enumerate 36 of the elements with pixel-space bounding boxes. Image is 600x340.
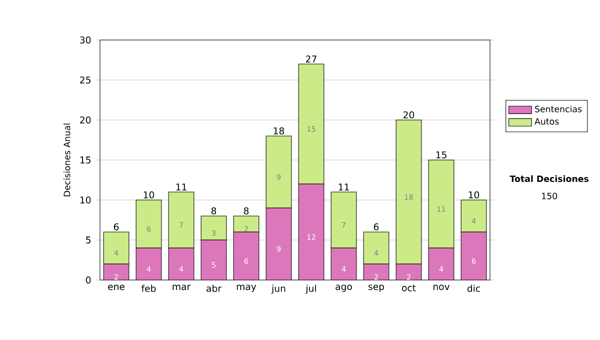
x-tick-label: ene bbox=[108, 284, 124, 290]
total-label: 8 bbox=[244, 207, 249, 214]
total-label: 10 bbox=[144, 191, 154, 198]
x-tick-label: sep bbox=[368, 284, 384, 292]
x-tick-label: nov bbox=[434, 284, 450, 290]
y-tick-label: 5 bbox=[86, 236, 90, 244]
y-tick-label: 30 bbox=[80, 36, 91, 44]
x-tick-label: feb bbox=[141, 284, 156, 292]
y-axis-title: Decisiones Anual bbox=[64, 124, 70, 196]
total-label: 15 bbox=[436, 151, 446, 158]
x-tick-label: abr bbox=[206, 284, 222, 292]
total-label: 11 bbox=[176, 184, 186, 190]
total-label: 20 bbox=[404, 111, 414, 118]
legend-label: Autos bbox=[534, 118, 559, 125]
total-label: 10 bbox=[468, 191, 480, 198]
x-tick-label: ago bbox=[336, 284, 352, 292]
y-tick-label: 0 bbox=[86, 276, 91, 284]
y-tick-label: 10 bbox=[80, 196, 91, 204]
total-label: 18 bbox=[274, 127, 284, 134]
y-tick-label: 15 bbox=[80, 156, 90, 164]
x-tick-label: jun bbox=[271, 284, 286, 294]
total-label: 27 bbox=[306, 55, 316, 62]
total-label: 6 bbox=[114, 223, 119, 230]
total-label: 6 bbox=[374, 223, 379, 230]
x-tick-label: oct bbox=[402, 284, 416, 292]
text: Total Decisiones bbox=[510, 175, 589, 182]
total-label: 11 bbox=[338, 184, 349, 190]
legend-label: Sentencias bbox=[535, 106, 582, 112]
x-tick-label: jul bbox=[306, 284, 316, 294]
total-label: 8 bbox=[211, 207, 216, 214]
x-tick-label: dic bbox=[467, 284, 480, 292]
text: 150 bbox=[542, 192, 558, 200]
x-tick-label: may bbox=[236, 284, 256, 292]
x-tick-label: mar bbox=[172, 284, 191, 290]
y-tick-label: 20 bbox=[80, 116, 91, 124]
y-tick-label: 25 bbox=[80, 76, 90, 84]
